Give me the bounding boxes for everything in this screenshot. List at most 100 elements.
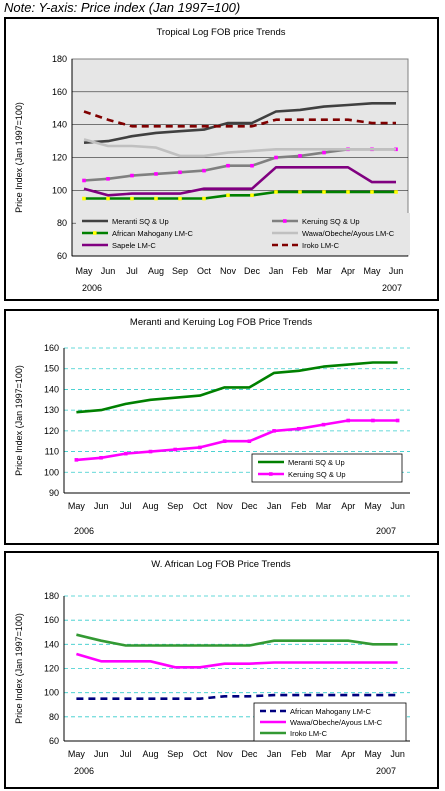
data-point-keruing-sq-up	[226, 163, 230, 168]
x-tick-label: May	[363, 266, 381, 276]
x-tick-label: Jun	[101, 266, 116, 276]
data-point-african-mahogany-lm-c	[298, 190, 302, 194]
data-point-african-mahogany-lm-c	[82, 196, 86, 201]
y-tick-label: 60	[49, 736, 59, 746]
data-point-keruing-sq-up	[178, 170, 182, 175]
x-tick-label: Jun	[94, 749, 109, 759]
data-point-keruing-sq-up	[298, 154, 302, 158]
x-tick-label: Jul	[120, 749, 132, 759]
data-point-keruing-sq-up	[123, 451, 128, 456]
legend-label: Wawa/Obeche/Ayous LM-C	[290, 718, 383, 727]
legend-box	[251, 453, 403, 483]
year-label: 2006	[82, 283, 102, 293]
chart-title: W. African Log FOB Price Trends	[151, 559, 291, 570]
x-tick-label: Jun	[389, 266, 404, 276]
data-point-keruing-sq-up	[130, 173, 134, 178]
data-point-african-mahogany-lm-c	[274, 190, 278, 194]
x-tick-label: Aug	[142, 501, 158, 511]
legend-marker	[93, 231, 97, 235]
y-axis-label: Price Index (Jan 1997=100)	[14, 365, 24, 476]
data-point-keruing-sq-up	[148, 449, 153, 454]
year-label: 2007	[376, 526, 396, 536]
y-axis-label: Price Index (Jan 1997=100)	[14, 102, 24, 213]
x-tick-label: May	[68, 501, 86, 511]
legend-label: African Mahogany LM-C	[112, 229, 193, 238]
west-african-chart: W. African Log FOB Price Trends 60 80 100 12…	[14, 559, 410, 776]
data-point-keruing-sq-up	[296, 426, 301, 431]
x-tick-label: Jul	[126, 266, 138, 276]
data-point-african-mahogany-lm-c	[346, 190, 350, 194]
legend-label: Keruing SQ & Up	[288, 470, 346, 479]
legend-marker	[283, 219, 287, 223]
data-point-keruing-sq-up	[346, 418, 351, 423]
data-point-african-mahogany-lm-c	[226, 193, 230, 198]
series-line-iroko-lm-c	[76, 633, 398, 647]
year-label: 2007	[376, 766, 396, 776]
x-tick-label: Dec	[241, 749, 258, 759]
y-tick-label: 130	[44, 405, 59, 415]
x-tick-label: Apr	[341, 749, 355, 759]
legend-label: Iroko LM-C	[290, 729, 328, 738]
x-tick-label: May	[68, 749, 86, 759]
x-tick-label: Jun	[390, 749, 405, 759]
series-line-iroko-lm-c	[83, 110, 396, 128]
chart-panel-meranti-keruing: Meranti and Keruing Log FOB Price Trends…	[4, 309, 439, 545]
chart-title: Tropical Log FOB price Trends	[156, 27, 285, 38]
data-point-keruing-sq-up	[106, 177, 110, 181]
data-point-keruing-sq-up	[272, 429, 276, 433]
data-point-african-mahogany-lm-c	[154, 196, 158, 201]
y-tick-label: 160	[52, 87, 67, 97]
legend-label: Keruing SQ & Up	[302, 217, 360, 226]
x-tick-label: Sep	[172, 266, 188, 276]
series-line-meranti-sq-up	[83, 102, 396, 144]
data-point-african-mahogany-lm-c	[106, 196, 110, 201]
y-tick-label: 160	[44, 615, 59, 625]
data-point-keruing-sq-up	[198, 445, 202, 450]
x-tick-label: Oct	[193, 501, 208, 511]
y-tick-label: 80	[57, 218, 67, 228]
series-line-african-mahogany-lm-c	[84, 190, 396, 200]
x-tick-label: Nov	[217, 501, 234, 511]
data-point-keruing-sq-up	[154, 172, 158, 176]
x-tick-label: Dec	[241, 501, 258, 511]
chart-panel-tropical: Tropical Log FOB price Trends 60 80 100 120 1…	[4, 17, 439, 301]
y-tick-label: 180	[52, 54, 67, 64]
chart-title: Meranti and Keruing Log FOB Price Trends	[130, 317, 312, 328]
data-point-african-mahogany-lm-c	[178, 196, 182, 201]
x-tick-label: Jan	[269, 266, 284, 276]
y-tick-label: 120	[44, 426, 59, 436]
year-label: 2007	[382, 283, 402, 293]
chart-panel-west-african: W. African Log FOB Price Trends 60 80 100 12…	[4, 551, 439, 789]
x-tick-label: Oct	[193, 749, 208, 759]
data-point-african-mahogany-lm-c	[202, 196, 206, 201]
y-axis-note: Note: Y-axis: Price index (Jan 1997=100)	[4, 0, 241, 15]
legend-label: Wawa/Obeche/Ayous LM-C	[302, 229, 395, 238]
y-tick-label: 100	[52, 185, 67, 195]
y-tick-label: 120	[44, 664, 59, 674]
x-tick-label: Feb	[291, 501, 307, 511]
y-tick-label: 100	[44, 467, 59, 477]
y-tick-label: 90	[49, 488, 59, 498]
y-tick-label: 160	[44, 343, 59, 353]
series-line-wawa-obeche-ayous-lm-c	[83, 138, 396, 158]
data-point-keruing-sq-up	[250, 163, 254, 168]
x-tick-label: May	[364, 501, 382, 511]
series-line-keruing-sq-up	[76, 419, 398, 462]
y-tick-label: 60	[57, 251, 67, 261]
x-tick-label: Nov	[217, 749, 234, 759]
x-tick-label: Aug	[142, 749, 158, 759]
meranti-keruing-chart: Meranti and Keruing Log FOB Price Trends…	[14, 317, 410, 536]
series-line-sapele-lm-c	[83, 166, 396, 197]
y-tick-label: 140	[52, 120, 67, 130]
data-point-keruing-sq-up	[82, 178, 86, 183]
data-point-keruing-sq-up	[274, 155, 278, 160]
y-tick-label: 120	[52, 153, 67, 163]
data-point-keruing-sq-up	[395, 418, 400, 423]
y-axis-label: Price Index (Jan 1997=100)	[14, 613, 24, 724]
y-tick-label: 140	[44, 639, 59, 649]
x-tick-label: Jun	[94, 501, 109, 511]
x-tick-label: Feb	[292, 266, 308, 276]
legend-label: Iroko LM-C	[302, 241, 340, 250]
x-tick-label: Nov	[220, 266, 237, 276]
data-point-keruing-sq-up	[321, 422, 326, 427]
